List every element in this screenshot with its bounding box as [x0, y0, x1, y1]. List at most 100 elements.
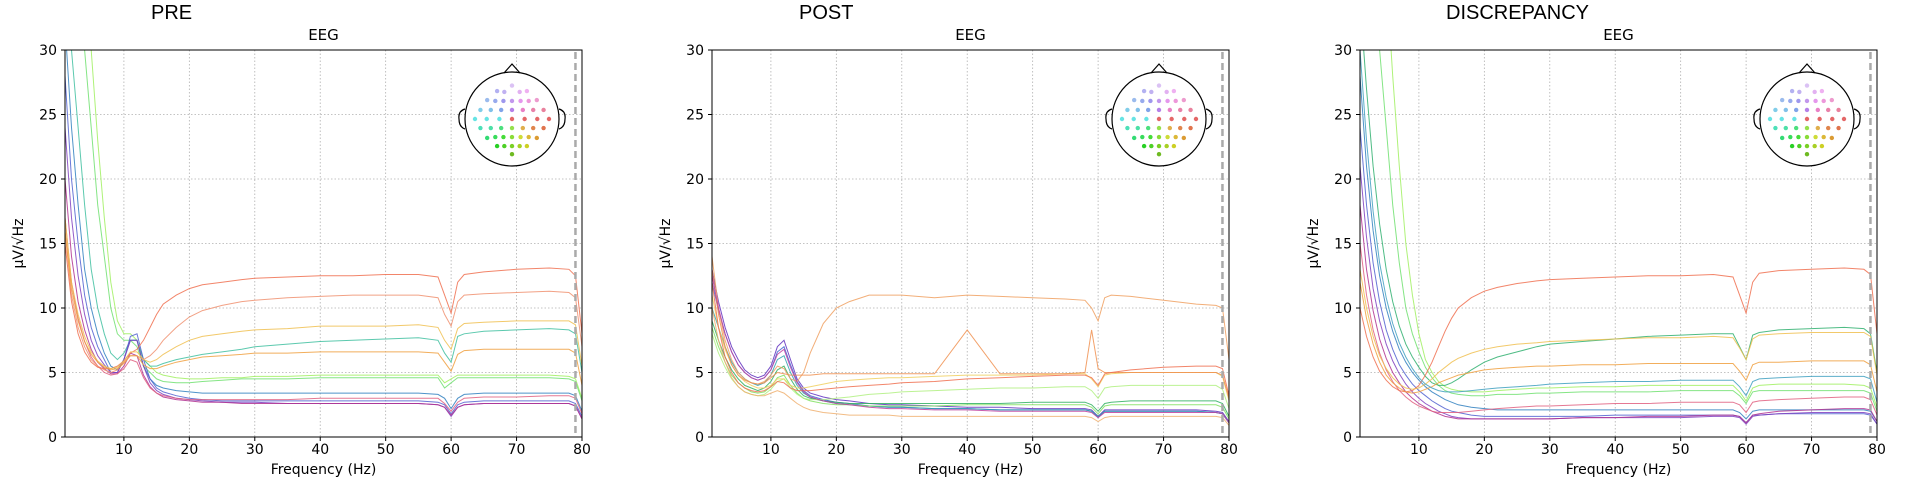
electrode-dot-24 — [1182, 116, 1187, 122]
electrode-dot-28 — [498, 125, 504, 131]
electrode-dot-39 — [1829, 135, 1835, 141]
electrode-dot-31 — [1826, 125, 1831, 131]
x-axis-label: Frequency (Hz) — [918, 462, 1024, 478]
electrode-dot-15 — [1156, 107, 1162, 113]
electrode-dot-17 — [1826, 107, 1831, 113]
head-nose — [503, 63, 521, 74]
psd-traces — [712, 256, 1229, 426]
electrode-dot-37 — [1165, 134, 1170, 140]
y-axis-label: µV/√Hz — [1306, 219, 1322, 269]
electrode-dot-33 — [1131, 135, 1137, 141]
x-tick-label: 50 — [377, 442, 395, 458]
y-tick-label: 20 — [1334, 172, 1352, 188]
electrode-dot-21 — [1792, 116, 1797, 122]
electrode-dot-28 — [1793, 125, 1799, 131]
electrode-dot-14 — [498, 107, 504, 113]
electrode-dot-23 — [1169, 116, 1174, 122]
electrode-dot-41 — [502, 143, 507, 149]
psd-panel-2: 10 20 30 40 50 60 70 80 0 5 10 15 20 25 30 EEG Frequency… — [1306, 26, 1886, 478]
electrode-dot-38 — [1173, 134, 1178, 140]
psd-line-1 — [712, 282, 1229, 424]
electrode-dot-27 — [1135, 125, 1140, 131]
electrode-dot-5 — [1131, 97, 1137, 103]
psd-line-8 — [1360, 267, 1877, 393]
y-tick-label: 10 — [39, 301, 57, 317]
head-ear-left — [1753, 108, 1761, 130]
electrode-dot-29 — [509, 125, 515, 131]
electrode-dot-44 — [524, 143, 530, 149]
electrode-dot-1 — [1141, 88, 1147, 94]
electrode-dot-27 — [1783, 125, 1788, 131]
electrode-dot-29 — [1804, 125, 1810, 131]
electrode-dot-12 — [1773, 107, 1778, 113]
electrode-dot-16 — [520, 107, 526, 113]
x-tick-label: 50 — [1024, 442, 1042, 458]
x-tick-label: 80 — [1220, 442, 1238, 458]
electrode-dot-4 — [517, 89, 522, 95]
electrode-dot-8 — [509, 98, 515, 104]
electrode-dot-2 — [1171, 88, 1177, 94]
electrode-dot-16 — [1167, 107, 1173, 113]
electrode-dot-45 — [1156, 151, 1162, 157]
sensor-head-inset — [1753, 63, 1861, 167]
electrode-dot-6 — [1140, 98, 1145, 104]
electrode-dot-13 — [1783, 107, 1788, 113]
electrode-dot-32 — [541, 125, 546, 131]
y-tick-label: 15 — [1334, 237, 1352, 253]
panel-heading-post: POST — [799, 2, 854, 24]
x-tick-label: 20 — [1475, 442, 1493, 458]
x-axis-label: Frequency (Hz) — [1566, 462, 1672, 478]
y-tick-label: 20 — [39, 172, 57, 188]
electrode-dot-3 — [1149, 89, 1154, 95]
electrode-dot-16 — [1815, 107, 1821, 113]
head-nose — [1150, 63, 1168, 74]
y-tick-label: 20 — [686, 172, 704, 188]
sensor-head-inset — [458, 63, 566, 167]
psd-traces — [1360, 50, 1877, 425]
x-tick-label: 10 — [762, 442, 780, 458]
y-tick-label: 25 — [1334, 108, 1352, 124]
electrode-dot-31 — [1178, 125, 1183, 131]
head-ear-left — [1105, 108, 1113, 130]
electrode-dot-35 — [501, 134, 506, 140]
electrode-dot-33 — [484, 135, 490, 141]
electrode-dot-14 — [1793, 107, 1799, 113]
psd-line-11 — [1360, 50, 1877, 403]
electrode-dot-8 — [1156, 98, 1162, 104]
electrode-dot-21 — [1144, 116, 1149, 122]
electrode-dot-23 — [522, 116, 527, 122]
electrode-dot-43 — [1812, 143, 1817, 149]
y-tick-label: 5 — [695, 366, 704, 382]
electrode-dot-38 — [526, 134, 531, 140]
head-ear-right — [1853, 108, 1861, 130]
electrode-dot-13 — [488, 107, 493, 113]
electrode-dot-4 — [1164, 89, 1169, 95]
electrode-dot-10 — [526, 98, 531, 104]
axes-title: EEG — [308, 26, 339, 44]
x-tick-label: 70 — [508, 442, 526, 458]
electrode-dot-34 — [1788, 134, 1793, 140]
electrode-dot-42 — [1804, 143, 1810, 149]
x-tick-label: 40 — [1606, 442, 1624, 458]
electrode-dot-24 — [1830, 116, 1835, 122]
electrode-dot-6 — [1788, 98, 1793, 104]
electrode-dot-33 — [1779, 135, 1785, 141]
electrode-dot-25 — [546, 116, 552, 122]
head-ear-left — [458, 108, 466, 130]
electrode-dot-18 — [1836, 107, 1841, 113]
electrode-dot-45 — [1804, 151, 1810, 157]
electrode-dot-26 — [1773, 125, 1778, 131]
electrode-dot-39 — [1181, 135, 1187, 141]
x-tick-label: 60 — [1737, 442, 1755, 458]
electrode-dot-40 — [1141, 143, 1147, 149]
electrode-dot-44 — [1819, 143, 1825, 149]
y-tick-label: 30 — [1334, 43, 1352, 59]
electrode-dot-31 — [531, 125, 536, 131]
y-tick-label: 10 — [686, 301, 704, 317]
psd-traces — [65, 50, 582, 420]
electrode-dot-42 — [1156, 143, 1162, 149]
electrode-dot-42 — [509, 143, 515, 149]
psd-line-9 — [1360, 269, 1877, 390]
electrode-dot-35 — [1148, 134, 1153, 140]
electrode-dot-0 — [1804, 83, 1810, 88]
